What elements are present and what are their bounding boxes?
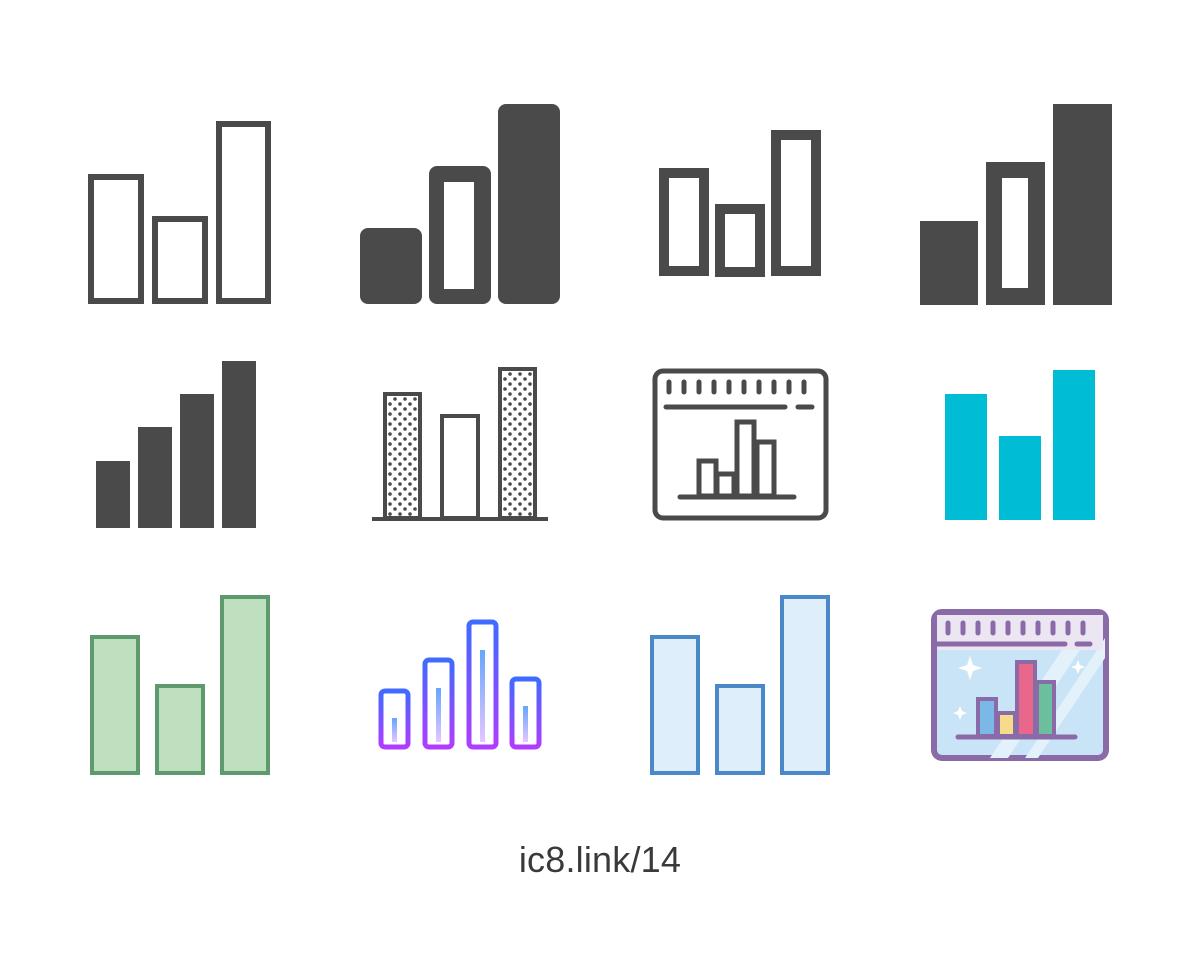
bar-chart-thin-outline-icon — [655, 128, 825, 283]
caption-link: ic8.link/14 — [518, 839, 682, 880]
signal-strength-bars-icon — [94, 359, 259, 531]
bar-chart-in-browser-window-icon — [652, 368, 830, 523]
bar-chart-blue-icon — [649, 594, 833, 778]
bar-chart-dotted-texture-icon — [372, 366, 550, 526]
bar-chart-green-icon — [89, 594, 273, 778]
bar-chart-rounded-filled-icon — [358, 102, 563, 307]
bar-chart-cyan-icon — [943, 368, 1098, 524]
bar-chart-window-color-icon — [930, 608, 1110, 763]
bar-chart-mixed-filled-icon — [918, 102, 1116, 308]
bar-chart-outline-icon — [86, 120, 276, 310]
bar-chart-gradient-icon — [378, 618, 544, 752]
